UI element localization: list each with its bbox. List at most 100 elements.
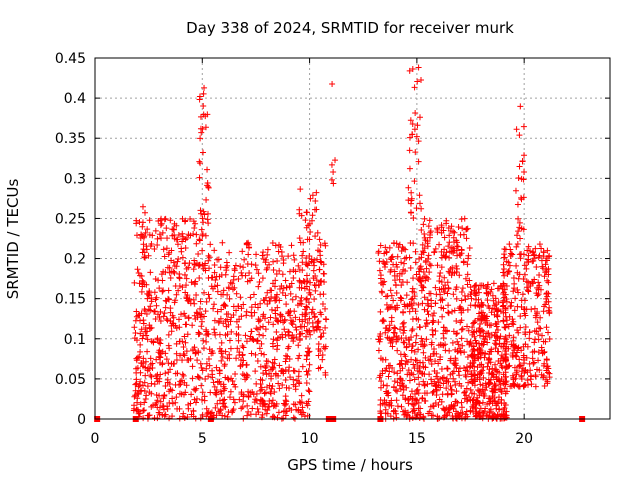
data-point — [544, 369, 551, 376]
data-point — [200, 345, 207, 352]
data-point — [448, 244, 455, 251]
data-point — [387, 287, 394, 294]
data-point — [513, 353, 520, 360]
data-point — [409, 131, 416, 138]
data-point — [226, 249, 233, 256]
data-point — [438, 398, 445, 405]
data-point — [543, 324, 550, 331]
data-point — [273, 337, 280, 344]
data-point — [202, 308, 209, 315]
data-point — [278, 283, 285, 290]
data-point — [141, 399, 148, 406]
data-point — [541, 382, 548, 389]
data-point — [154, 397, 161, 404]
data-point — [200, 265, 207, 272]
data-point — [412, 339, 419, 346]
data-point — [383, 259, 390, 265]
data-point — [536, 271, 543, 278]
data-point — [536, 325, 543, 332]
data-point — [233, 355, 240, 362]
data-point — [535, 279, 542, 286]
data-point — [439, 391, 446, 398]
data-point — [232, 262, 239, 269]
data-point — [136, 311, 143, 318]
data-point — [421, 245, 428, 252]
data-point — [257, 363, 264, 370]
data-point — [264, 289, 271, 296]
data-point — [498, 388, 505, 395]
data-point — [292, 268, 299, 275]
data-point — [411, 126, 418, 133]
data-point — [387, 304, 394, 311]
data-point — [298, 409, 305, 416]
data-point — [438, 254, 445, 261]
data-point — [494, 285, 501, 292]
data-point — [328, 176, 335, 183]
data-point — [191, 225, 198, 232]
data-point — [500, 269, 507, 276]
data-point — [211, 383, 218, 390]
data-point — [211, 269, 218, 276]
data-point — [144, 336, 151, 343]
data-point — [184, 297, 191, 304]
data-point — [470, 320, 477, 327]
data-point — [465, 252, 472, 259]
data-point — [217, 315, 224, 322]
data-point — [230, 273, 237, 280]
data-point — [515, 329, 522, 336]
data-point — [406, 134, 413, 141]
data-point — [493, 301, 500, 308]
data-point — [379, 367, 386, 374]
data-point — [213, 273, 220, 280]
data-point — [445, 309, 452, 316]
data-point — [197, 207, 204, 214]
data-point — [287, 374, 294, 381]
data-point — [330, 169, 337, 176]
data-point — [132, 387, 139, 394]
data-point — [446, 404, 453, 411]
data-point — [261, 351, 268, 358]
data-point — [428, 297, 435, 304]
x-tick-label: 0 — [91, 431, 100, 447]
data-point — [393, 333, 400, 340]
data-point — [506, 332, 513, 339]
data-point — [150, 339, 157, 346]
data-point — [320, 330, 327, 337]
data-point — [201, 84, 208, 91]
data-point — [445, 243, 452, 250]
data-point — [462, 415, 469, 422]
y-tick-label: 0.1 — [64, 332, 86, 348]
data-point — [423, 317, 430, 324]
data-point — [512, 187, 519, 194]
data-point — [218, 306, 225, 313]
data-point — [523, 284, 530, 291]
data-point — [236, 396, 243, 403]
data-point — [523, 265, 530, 272]
data-point — [147, 325, 154, 332]
data-point — [223, 267, 230, 274]
data-point — [545, 329, 552, 336]
data-point — [255, 318, 262, 325]
data-point — [322, 305, 329, 312]
data-point — [242, 332, 249, 339]
data-point — [238, 313, 245, 320]
data-point — [135, 269, 142, 276]
data-point — [134, 395, 141, 402]
data-point — [500, 289, 507, 296]
data-point — [421, 382, 428, 389]
data-point — [472, 337, 479, 344]
data-point — [396, 276, 403, 283]
data-point — [154, 415, 161, 422]
data-point — [299, 330, 306, 337]
data-point — [175, 287, 182, 294]
data-point — [478, 349, 485, 356]
data-point — [391, 369, 398, 376]
data-point — [405, 197, 412, 204]
data-point — [519, 291, 526, 298]
data-point — [245, 251, 252, 258]
data-point — [258, 386, 265, 393]
data-point — [517, 324, 524, 331]
data-point — [520, 123, 527, 130]
data-point — [304, 402, 311, 409]
data-point — [522, 341, 529, 348]
